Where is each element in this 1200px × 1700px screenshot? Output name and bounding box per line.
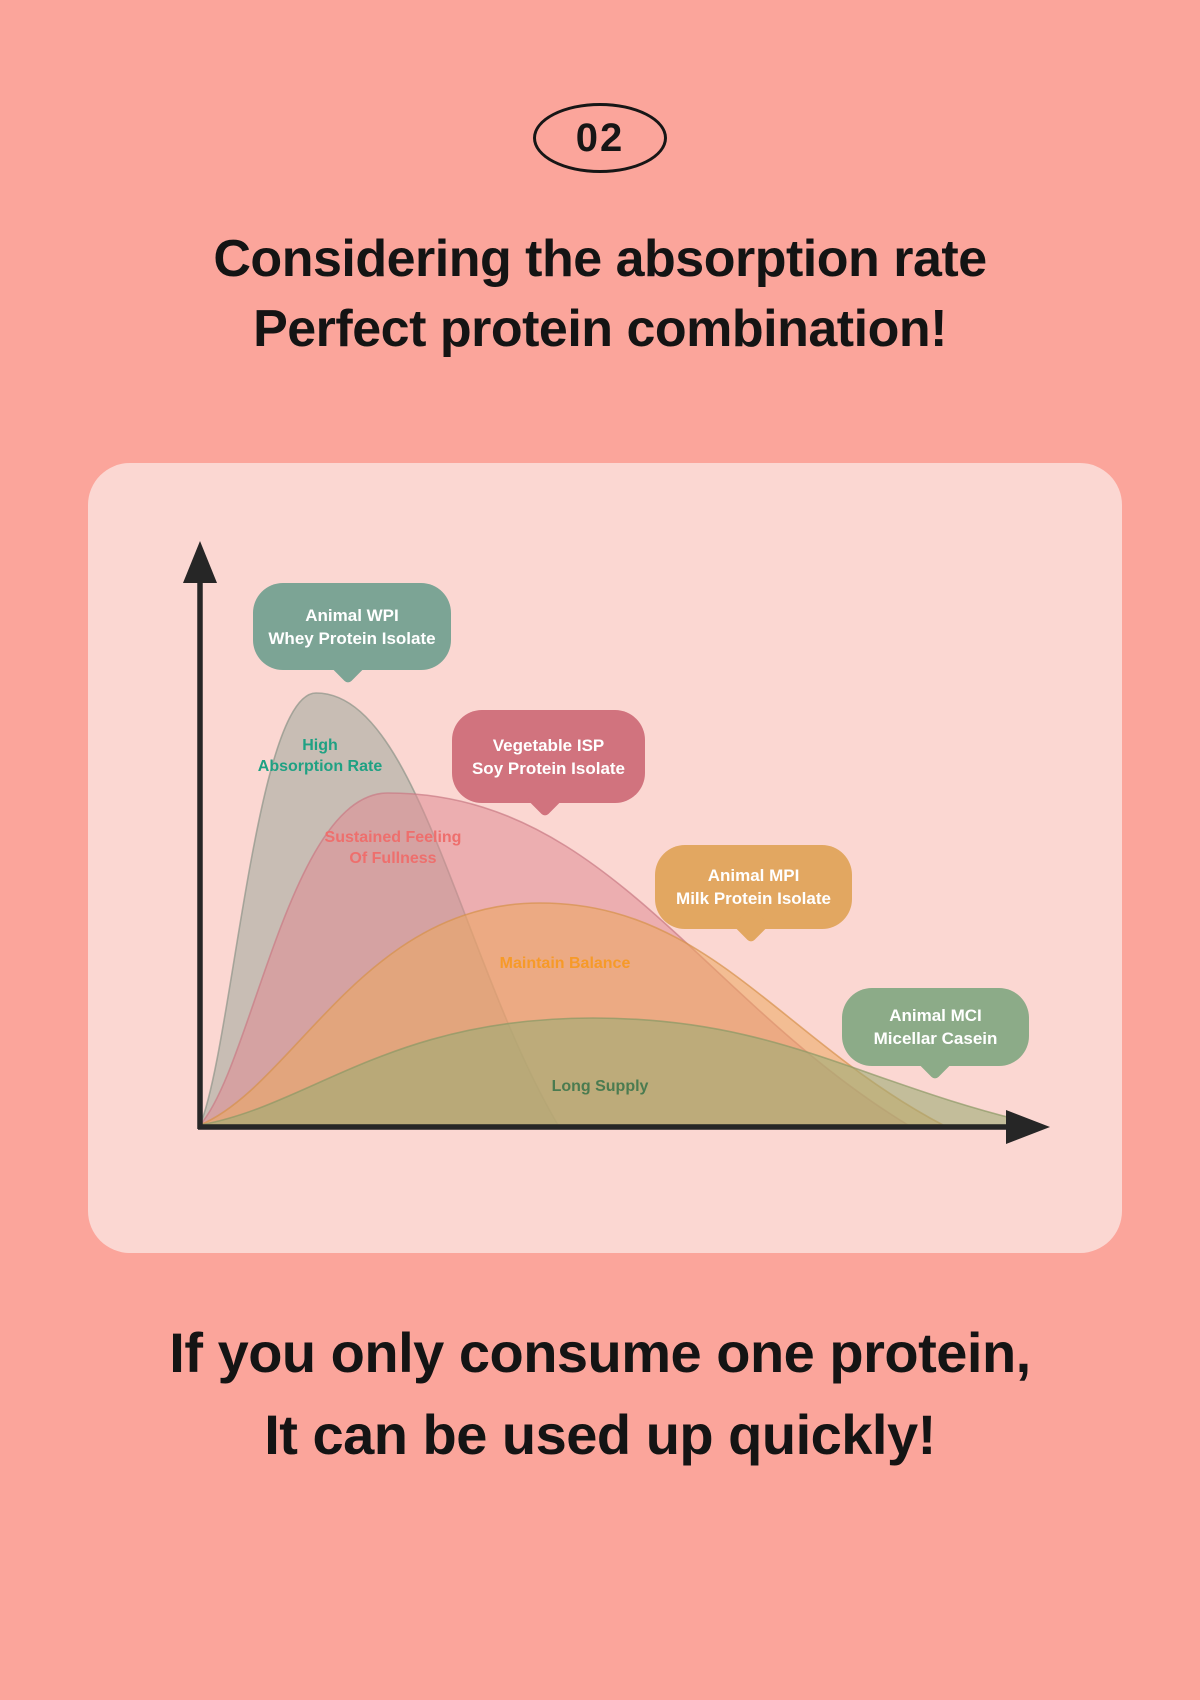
annotation-mpi-line1: Maintain Balance: [499, 955, 631, 972]
axes: [183, 541, 1050, 1144]
footer-line-1: If you only consume one protein,: [169, 1321, 1031, 1384]
y-axis-arrow-icon: [183, 541, 217, 583]
curve-micellar-casein: [199, 1017, 1041, 1126]
annotation-isp-line2: Of Fullness: [349, 850, 437, 867]
annotation-maintain-balance: Maintain Balance: [500, 953, 631, 974]
annotation-wpi-line1: High: [302, 737, 338, 754]
title-line-2: Perfect protein combination!: [253, 300, 947, 358]
annotation-sustained-fullness: Sustained Feeling Of Fullness: [325, 827, 462, 869]
bubble-isp-line2: Soy Protein Isolate: [471, 758, 626, 778]
footer-message: If you only consume one protein, It can …: [0, 1312, 1200, 1476]
absorption-rate-chart: [183, 541, 1050, 1144]
footer-line-2: It can be used up quickly!: [264, 1403, 936, 1466]
bubble-mpi-line2: Milk Protein Isolate: [676, 889, 831, 908]
annotation-long-supply: Long Supply: [552, 1076, 649, 1097]
bubble-micellar-casein: Animal MCI Micellar Casein: [842, 988, 1029, 1081]
annotation-mci-line1: Long Supply: [551, 1078, 649, 1095]
step-number-badge: 02: [533, 103, 667, 173]
title-line-1: Considering the absorption rate: [213, 230, 987, 288]
annotation-isp-line1: Sustained Feeling: [324, 829, 462, 846]
bubble-whey-protein-isolate: Animal WPI Whey Protein Isolate: [253, 583, 451, 685]
bubble-wpi-line1: Animal WPI: [305, 605, 399, 625]
step-number: 02: [575, 115, 625, 160]
page-title: Considering the absorption rate Perfect …: [0, 224, 1200, 364]
bubble-wpi-line2: Whey Protein Isolate: [268, 628, 436, 648]
bubble-milk-protein-isolate: Animal MPI Milk Protein Isolate: [655, 845, 852, 944]
bubble-mci-line2: Micellar Casein: [873, 1029, 998, 1048]
bubble-soy-protein-isolate: Vegetable ISP Soy Protein Isolate: [452, 710, 645, 818]
protein-curves: [198, 692, 1041, 1126]
bubble-mci-line1: Animal MCI: [889, 1006, 982, 1025]
x-axis-arrow-icon: [1006, 1110, 1050, 1144]
chart-panel: Animal WPI Whey Protein Isolate Vegetabl…: [88, 463, 1122, 1253]
bubble-mpi-line1: Animal MPI: [707, 866, 800, 885]
bubble-isp-line1: Vegetable ISP: [492, 735, 605, 755]
annotation-high-absorption-rate: High Absorption Rate: [258, 735, 382, 777]
annotation-wpi-line2: Absorption Rate: [257, 758, 383, 775]
